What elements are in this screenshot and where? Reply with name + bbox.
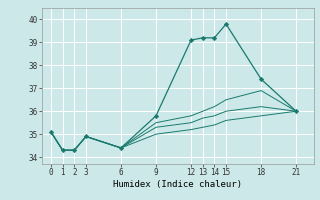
X-axis label: Humidex (Indice chaleur): Humidex (Indice chaleur) [113,180,242,189]
